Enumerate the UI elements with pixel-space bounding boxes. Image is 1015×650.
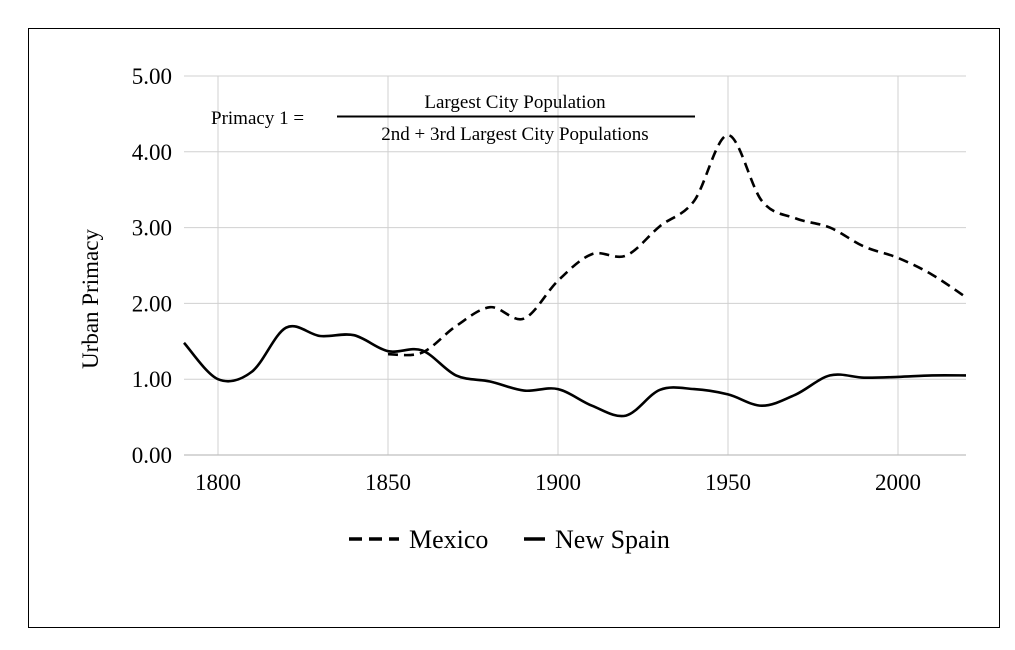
legend-mexico-label: Mexico bbox=[409, 525, 488, 554]
x-tick-label: 1800 bbox=[195, 470, 241, 495]
x-tick-label: 1900 bbox=[535, 470, 581, 495]
y-tick-label: 4.00 bbox=[132, 140, 172, 165]
x-tick-label: 1850 bbox=[365, 470, 411, 495]
line-chart: 0.00 1.00 2.00 3.00 4.00 5.00 1800 1850 1900 195… bbox=[78, 64, 967, 554]
gridlines bbox=[184, 75, 966, 456]
x-tick-label: 2000 bbox=[875, 470, 921, 495]
series-line-new-spain bbox=[183, 324, 967, 418]
legend-new-spain-label: New Spain bbox=[555, 525, 670, 554]
y-tick-label: 0.00 bbox=[132, 443, 172, 468]
x-tick-labels: 1800 1850 1900 1950 2000 bbox=[195, 470, 921, 495]
series-line-mexico bbox=[387, 133, 967, 357]
legend: Mexico New Spain bbox=[349, 525, 670, 554]
y-tick-label: 5.00 bbox=[132, 64, 172, 89]
formula-numerator: Largest City Population bbox=[424, 92, 606, 113]
x-tick-label: 1950 bbox=[705, 470, 751, 495]
chart-frame: 0.00 1.00 2.00 3.00 4.00 5.00 1800 1850 1900 195… bbox=[28, 28, 1000, 628]
formula-denominator: 2nd + 3rd Largest City Populations bbox=[381, 124, 648, 145]
y-tick-label: 3.00 bbox=[132, 216, 172, 241]
primacy-formula: Primacy 1 = Largest City Population 2nd … bbox=[211, 92, 695, 145]
y-tick-label: 2.00 bbox=[132, 291, 172, 316]
formula-prefix: Primacy 1 = bbox=[211, 108, 304, 129]
y-axis-title: Urban Primacy bbox=[78, 229, 103, 369]
data-series bbox=[183, 133, 967, 418]
y-tick-label: 1.00 bbox=[132, 367, 172, 392]
y-tick-labels: 0.00 1.00 2.00 3.00 4.00 5.00 bbox=[132, 64, 172, 468]
